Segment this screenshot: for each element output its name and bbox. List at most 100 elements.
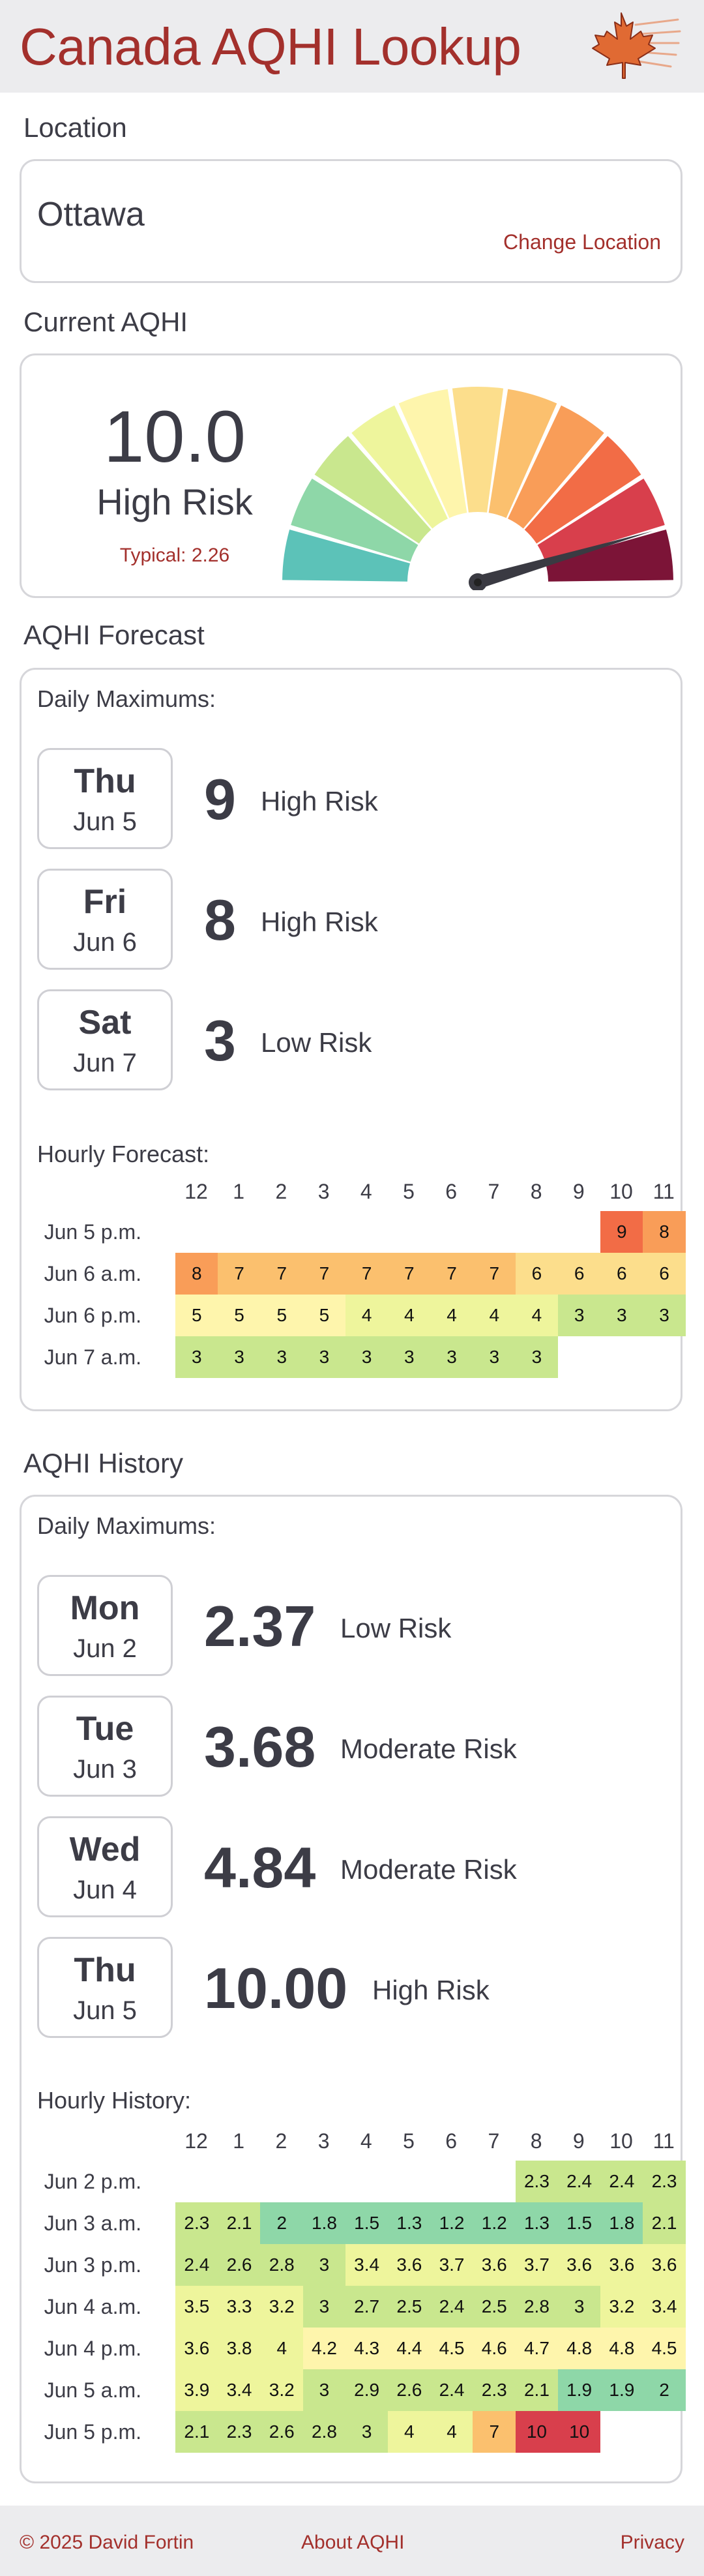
aqhi-cell: 5 <box>218 1295 261 1336</box>
day-date: Jun 2 <box>73 1634 137 1663</box>
aqhi-cell: 2.4 <box>600 2161 643 2202</box>
grid-hour-label: 8 <box>530 1180 542 1203</box>
forecast-section-title: AQHI Forecast <box>23 620 205 650</box>
aqhi-cell: 10 <box>557 2411 601 2453</box>
aqhi-cell: 7 <box>218 1253 261 1295</box>
aqhi-cell: 3.3 <box>218 2286 261 2328</box>
day-max-value: 4.84 <box>204 1835 316 1900</box>
aqhi-cell: 3.6 <box>388 2244 431 2286</box>
aqhi-cell: 3.7 <box>515 2244 559 2286</box>
gauge-segment <box>282 529 411 582</box>
grid-row-label: Jun 3 a.m. <box>44 2211 141 2235</box>
gauge-segment <box>452 387 504 513</box>
aqhi-cell: 4 <box>345 1295 389 1336</box>
day-max-value: 2.37 <box>204 1594 316 1658</box>
aqhi-cell: 3 <box>302 2286 346 2328</box>
forecast-hourly-label: Hourly Forecast: <box>37 1141 210 1167</box>
aqhi-cell: 3.2 <box>260 2286 304 2328</box>
aqhi-cell: 3 <box>557 2286 601 2328</box>
grid-hour-label: 8 <box>530 2129 542 2153</box>
gauge-segment <box>351 405 448 529</box>
aqhi-cell: 3 <box>600 1295 643 1336</box>
aqhi-cell: 2.6 <box>218 2244 261 2286</box>
aqhi-cell: 4 <box>515 1295 559 1336</box>
grid-hour-label: 9 <box>572 1180 585 1203</box>
gauge-segment <box>314 436 432 544</box>
day-date: Jun 7 <box>73 1049 137 1077</box>
aqhi-cell: 2.6 <box>260 2411 304 2453</box>
day-risk-label: High Risk <box>261 906 378 937</box>
app-title: Canada AQHI Lookup <box>20 18 521 76</box>
history-card: Daily Maximums: Mon Jun 2 2.37 Low Risk Tue J… <box>20 1495 686 2483</box>
day-date: Jun 3 <box>73 1755 137 1784</box>
aqhi-cell: 3.7 <box>430 2244 473 2286</box>
day-name: Tue <box>76 1710 134 1748</box>
aqhi-cell: 2.1 <box>515 2369 559 2411</box>
change-location-link[interactable]: Change Location <box>503 230 661 254</box>
aqhi-cell: 2.4 <box>430 2369 473 2411</box>
daily-max-row: Thu Jun 5 10.00 High Risk <box>37 1937 663 2041</box>
aqhi-cell: 7 <box>388 1253 431 1295</box>
grid-row-label: Jun 5 p.m. <box>44 2420 141 2444</box>
grid-hour-label: 2 <box>275 1180 287 1203</box>
day-name: Wed <box>69 1831 141 1868</box>
day-name: Mon <box>70 1589 140 1627</box>
aqhi-cell: 7 <box>302 1253 346 1295</box>
grid-hour-label: 6 <box>445 2129 458 2153</box>
aqhi-cell: 3.2 <box>260 2369 304 2411</box>
day-name: Thu <box>74 762 136 800</box>
aqhi-cell: 10 <box>515 2411 559 2453</box>
gauge-hub-center <box>474 578 482 586</box>
footer-privacy-link[interactable]: Privacy <box>620 2532 684 2553</box>
day-box: Fri Jun 6 <box>37 869 173 970</box>
grid-hour-label: 4 <box>360 2129 372 2153</box>
aqhi-cell: 3 <box>430 1336 473 1378</box>
aqhi-cell: 1.3 <box>515 2202 559 2244</box>
aqhi-cell: 1.9 <box>557 2369 601 2411</box>
grid-hour-label: 3 <box>317 2129 330 2153</box>
footer-about-link[interactable]: About AQHI <box>301 2532 405 2553</box>
aqhi-cell: 2.3 <box>473 2369 516 2411</box>
current-aqhi-risk: High Risk <box>96 481 253 522</box>
location-section-title: Location <box>23 112 127 143</box>
aqhi-cell: 1.2 <box>473 2202 516 2244</box>
aqhi-cell: 3.6 <box>643 2244 686 2286</box>
aqhi-cell: 2.5 <box>473 2286 516 2328</box>
aqhi-cell: 4 <box>473 1295 516 1336</box>
grid-hour-label: 10 <box>609 1180 633 1203</box>
aqhi-cell: 1.8 <box>302 2202 346 2244</box>
gauge-segment <box>291 478 418 562</box>
aqhi-cell: 1.5 <box>557 2202 601 2244</box>
aqhi-cell: 2.1 <box>643 2202 686 2244</box>
grid-hour-label: 11 <box>653 2129 675 2153</box>
aqhi-cell: 2.4 <box>430 2286 473 2328</box>
aqhi-cell: 2.9 <box>345 2369 389 2411</box>
aqhi-cell: 2.3 <box>175 2202 218 2244</box>
aqhi-cell: 2.4 <box>175 2244 218 2286</box>
aqhi-cell: 4.2 <box>302 2328 346 2369</box>
aqhi-cell: 2.3 <box>218 2411 261 2453</box>
day-date: Jun 5 <box>73 807 137 836</box>
grid-hour-label: 12 <box>184 2129 208 2153</box>
aqhi-cell: 4 <box>430 1295 473 1336</box>
aqhi-cell: 2.8 <box>260 2244 304 2286</box>
current-aqhi-typical: Typical: 2.26 <box>119 545 230 566</box>
aqhi-cell: 2.6 <box>388 2369 431 2411</box>
aqhi-cell: 2 <box>643 2369 686 2411</box>
aqhi-cell: 5 <box>260 1295 304 1336</box>
day-date: Jun 6 <box>73 928 137 957</box>
current-aqhi-value: 10.0 <box>104 396 246 477</box>
aqhi-cell: 2.4 <box>557 2161 601 2202</box>
daily-max-row: Fri Jun 6 8 High Risk <box>37 869 663 973</box>
day-max-value: 10.00 <box>204 1956 348 2020</box>
aqhi-cell: 1.8 <box>600 2202 643 2244</box>
day-date: Jun 5 <box>73 1996 137 2025</box>
aqhi-cell: 1.3 <box>388 2202 431 2244</box>
history-daily-label: Daily Maximums: <box>37 1512 216 1539</box>
grid-hour-label: 5 <box>403 2129 415 2153</box>
aqhi-cell: 3.4 <box>218 2369 261 2411</box>
grid-hour-label: 1 <box>233 1180 245 1203</box>
grid-hour-label: 9 <box>572 2129 585 2153</box>
aqhi-cell: 4 <box>260 2328 304 2369</box>
aqhi-cell: 7 <box>260 1253 304 1295</box>
